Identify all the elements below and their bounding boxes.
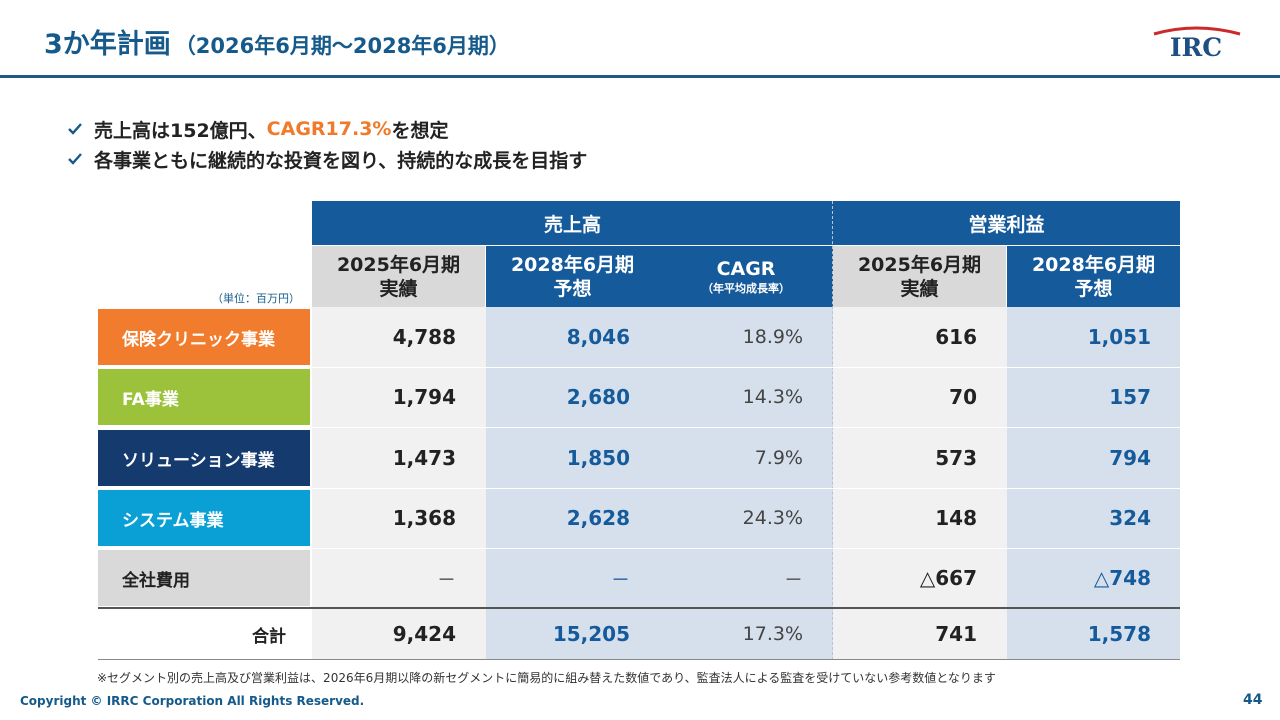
table-cell: 794 — [1109, 446, 1151, 470]
bullet-1: 売上高は152億円、 CAGR17.3% を想定 — [68, 114, 587, 144]
table-cell: 24.3% — [742, 507, 803, 529]
bullet-1-text-end: を想定 — [391, 119, 449, 142]
table-cell: 324 — [1109, 506, 1151, 530]
col-header-sales-2025-actual: 2025年6月期 実績 — [312, 246, 485, 307]
table-cell: 70 — [949, 385, 977, 409]
row-divider — [312, 427, 1180, 428]
column-bg-sales-plan — [486, 307, 659, 660]
bullet-1-text: 売上高は152億円、 — [94, 119, 267, 142]
col-header-line1: 2025年6月期 — [336, 253, 461, 276]
table-cell-total: 9,424 — [392, 622, 456, 646]
col-header-line1: 2028年6月期 — [1031, 253, 1156, 276]
col-header-cagr: CAGR （年平均成長率） — [659, 246, 833, 307]
col-header-profit-2025-actual: 2025年6月期 実績 — [833, 246, 1006, 307]
table-cell: 1,051 — [1087, 325, 1151, 349]
header-sales: 売上高 — [312, 201, 833, 245]
table-cell: 1,850 — [566, 446, 630, 470]
col-header-line1: 2025年6月期 — [857, 253, 982, 276]
col-header-line2: 予想 — [1074, 277, 1113, 300]
page-title-period: （2026年6月期～2028年6月期） — [174, 34, 510, 58]
total-top-rule — [98, 607, 1180, 609]
table-cell-total: 17.3% — [742, 623, 803, 645]
page-number: 44 — [1243, 692, 1263, 708]
table-cell: 2,628 — [566, 506, 630, 530]
col-header-line1: 2028年6月期 — [510, 253, 635, 276]
column-bg-cagr — [659, 307, 833, 660]
col-header-line1: CAGR — [716, 258, 776, 280]
group-divider — [832, 201, 833, 660]
col-header-line2: 実績 — [379, 277, 418, 300]
table-cell: 573 — [935, 446, 977, 470]
footnote: ※セグメント別の売上高及び営業利益は、2026年6月期以降の新セグメントに簡易的… — [97, 671, 996, 685]
irc-logo: IRC — [1153, 26, 1241, 60]
header-rule — [0, 75, 1280, 78]
table-cell: △748 — [1093, 566, 1151, 590]
table-cell: 2,680 — [566, 385, 630, 409]
table-cell: － — [436, 568, 456, 591]
table-cell-total: 15,205 — [552, 622, 630, 646]
copyright: Copyright © IRRC Corporation All Rights … — [20, 694, 365, 708]
table-cell: △667 — [919, 566, 977, 590]
segment-label-corporate-expenses: 全社費用 — [98, 550, 310, 606]
check-icon — [68, 123, 82, 135]
segment-label-solution: ソリューション事業 — [98, 430, 310, 486]
table-cell: 1,794 — [392, 385, 456, 409]
col-header-line2: 実績 — [900, 277, 939, 300]
column-bg-profit-plan — [1007, 307, 1180, 660]
table-cell: 148 — [935, 506, 977, 530]
bullet-2: 各事業ともに継続的な投資を図り、持続的な成長を目指す — [68, 144, 587, 174]
table-cell: － — [783, 568, 803, 591]
row-divider — [312, 367, 1180, 368]
row-divider — [312, 488, 1180, 489]
table-cell: 8,046 — [566, 325, 630, 349]
table-cell: 14.3% — [742, 386, 803, 408]
summary-bullets: 売上高は152億円、 CAGR17.3% を想定 各事業ともに継続的な投資を図り、持… — [68, 114, 587, 174]
col-header-sales-2028-plan: 2028年6月期 予想 — [486, 246, 659, 307]
table-cell: 4,788 — [392, 325, 456, 349]
row-divider — [312, 548, 1180, 549]
table-cell: 1,368 — [392, 506, 456, 530]
table-cell-total: 741 — [935, 622, 977, 646]
table-cell: 7.9% — [754, 447, 803, 469]
check-icon — [68, 153, 82, 165]
col-header-line2: （年平均成長率） — [702, 282, 790, 295]
table-cell: 1,473 — [392, 446, 456, 470]
table-cell: 18.9% — [742, 326, 803, 348]
table-cell: 616 — [935, 325, 977, 349]
total-label: 合計 — [252, 626, 286, 647]
column-bg-sales-actual — [312, 307, 486, 660]
segment-label-insurance-clinic: 保険クリニック事業 — [98, 309, 310, 365]
col-header-line2: 予想 — [553, 277, 592, 300]
bullet-1-highlight: CAGR17.3% — [266, 118, 392, 140]
column-bg-profit-actual — [833, 307, 1007, 660]
page-title-main: 3か年計画 — [44, 29, 171, 60]
table-cell: 157 — [1109, 385, 1151, 409]
logo-text: IRC — [1170, 33, 1222, 60]
segment-label-system: システム事業 — [98, 490, 310, 546]
table-cell-total: 1,578 — [1087, 622, 1151, 646]
table-cell: － — [610, 568, 630, 591]
col-header-profit-2028-plan: 2028年6月期 予想 — [1007, 246, 1180, 307]
segment-label-fa: FA事業 — [98, 369, 310, 425]
header-operating-profit: 営業利益 — [833, 201, 1180, 245]
page-title: 3か年計画 （2026年6月期～2028年6月期） — [44, 22, 510, 61]
bullet-2-text: 各事業ともに継続的な投資を図り、持続的な成長を目指す — [94, 149, 588, 172]
unit-label: （単位：百万円） — [212, 292, 300, 305]
total-bottom-rule — [98, 659, 1180, 660]
